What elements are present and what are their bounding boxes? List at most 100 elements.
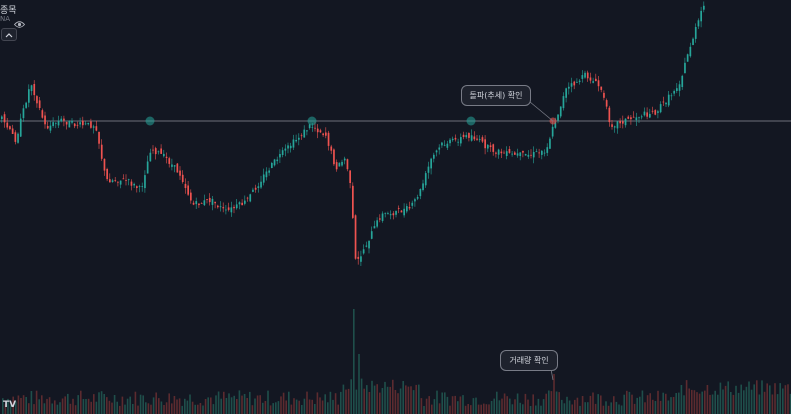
volume-bar xyxy=(264,401,267,414)
volume-bar xyxy=(501,398,503,414)
volume-bar xyxy=(724,385,727,414)
volume-bar xyxy=(776,394,779,414)
candle-body xyxy=(549,138,551,149)
volume-bar xyxy=(43,403,46,414)
candle-body xyxy=(360,256,362,262)
volume-bar xyxy=(659,400,662,414)
volume-bar xyxy=(69,403,72,414)
volume-bar xyxy=(334,393,337,414)
candle-body xyxy=(114,180,117,181)
candle-body xyxy=(214,201,216,204)
volume-bar xyxy=(306,391,308,414)
volume-bar xyxy=(202,405,204,414)
candle-body xyxy=(168,158,171,164)
candle-body xyxy=(308,124,311,128)
volume-bar xyxy=(350,379,352,414)
candle-body xyxy=(157,151,160,153)
volume-bar xyxy=(761,380,763,414)
candle-body xyxy=(289,145,292,149)
candle-body xyxy=(640,116,643,118)
candle-body xyxy=(543,152,546,154)
candle-body xyxy=(179,170,181,176)
candle-body xyxy=(503,152,505,154)
breakout-annotation[interactable]: 돌파(추세) 확인 xyxy=(461,85,531,106)
candle-body xyxy=(198,203,200,206)
volume-bar xyxy=(319,397,321,414)
volume-bar xyxy=(347,388,350,414)
candle-body xyxy=(384,212,387,214)
volume-bar xyxy=(288,391,290,414)
volume-bar xyxy=(9,404,12,414)
candle-body xyxy=(325,132,327,136)
volume-bar xyxy=(737,392,740,414)
candle-body xyxy=(163,153,165,157)
volume-bar xyxy=(311,399,313,414)
candle-body xyxy=(460,137,462,144)
candle-body xyxy=(46,126,49,129)
volume-bar xyxy=(706,385,709,414)
candle-body xyxy=(611,124,613,127)
volume-bar xyxy=(428,396,430,414)
volume-bar xyxy=(90,401,92,414)
volume-bar xyxy=(633,403,636,414)
candle-body xyxy=(244,200,246,204)
candle-body xyxy=(327,132,330,146)
candle-body xyxy=(352,185,354,218)
volume-bar xyxy=(462,395,464,414)
volume-bar xyxy=(714,390,716,414)
candle-body xyxy=(14,132,17,142)
touch-marker xyxy=(307,116,317,126)
candle-body xyxy=(454,137,457,140)
candle-body xyxy=(557,114,559,121)
volume-bar xyxy=(787,384,789,414)
candle-body xyxy=(119,180,122,185)
volume-bar xyxy=(753,384,755,414)
candle-body xyxy=(238,202,241,205)
candle-body xyxy=(252,189,254,192)
volume-bar xyxy=(732,394,735,414)
collapse-legend-button[interactable] xyxy=(1,28,17,41)
volume-bar xyxy=(100,391,103,414)
volume-bar xyxy=(277,401,280,414)
candle-body xyxy=(73,123,76,127)
volume-bar xyxy=(553,374,555,414)
volume-bar xyxy=(639,396,641,414)
tradingview-logo[interactable]: TV xyxy=(3,400,17,410)
volume-bar xyxy=(423,406,425,414)
candle-body xyxy=(122,178,125,180)
volume-bar xyxy=(158,398,160,414)
volume-bar xyxy=(290,404,293,414)
candle-body xyxy=(203,200,206,206)
volume-bar xyxy=(589,395,592,414)
candle-body xyxy=(559,106,562,117)
candle-body xyxy=(341,161,343,166)
volume-bar xyxy=(152,397,155,414)
volume-bar xyxy=(233,395,235,414)
volume-bar xyxy=(113,395,116,414)
candle-body xyxy=(38,100,41,108)
eye-icon[interactable] xyxy=(13,14,26,28)
candle-body xyxy=(149,152,152,162)
volume-bar xyxy=(126,398,129,414)
candle-body xyxy=(206,199,208,200)
volume-bar xyxy=(470,405,472,414)
volume-annotation[interactable]: 거래량 확인 xyxy=(500,350,558,371)
candle-body xyxy=(697,20,700,27)
candle-body xyxy=(30,85,33,91)
candle-body xyxy=(284,148,287,151)
candle-body xyxy=(497,149,500,155)
volume-bar xyxy=(477,404,480,414)
volume-bar xyxy=(360,378,363,414)
candle-body xyxy=(276,159,279,162)
volume-bar xyxy=(342,384,345,414)
candle-body xyxy=(130,181,133,186)
volume-bar xyxy=(410,386,412,414)
candle-body xyxy=(476,138,478,140)
volume-bar xyxy=(272,403,274,414)
candle-body xyxy=(392,213,395,216)
volume-bar xyxy=(605,401,607,414)
volume-bar xyxy=(230,397,233,414)
candle-body xyxy=(200,203,203,204)
